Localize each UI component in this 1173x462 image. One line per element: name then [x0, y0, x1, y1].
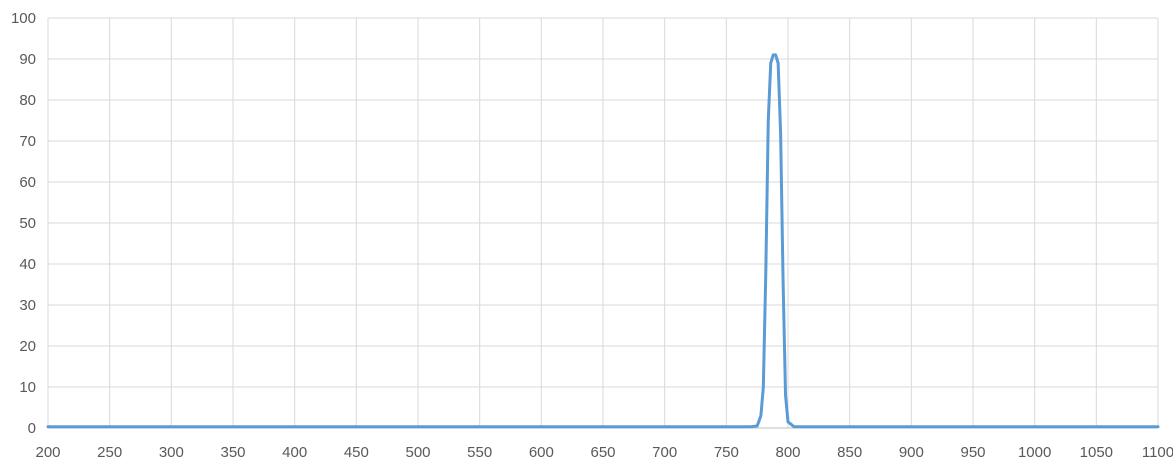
- x-tick-label: 350: [220, 444, 245, 461]
- x-tick-label: 400: [282, 444, 307, 461]
- y-tick-label: 60: [19, 174, 36, 191]
- x-tick-label: 600: [529, 444, 554, 461]
- x-tick-label: 500: [405, 444, 430, 461]
- x-tick-label: 750: [714, 444, 739, 461]
- y-tick-label: 70: [19, 133, 36, 150]
- y-tick-label: 90: [19, 51, 36, 68]
- x-tick-label: 950: [960, 444, 985, 461]
- x-tick-label: 450: [344, 444, 369, 461]
- x-tick-labels: 200 250 300 350 400 450 500 550 600 650 700 750 800 8…: [35, 444, 1173, 461]
- y-tick-label: 40: [19, 256, 36, 273]
- x-tick-label: 850: [837, 444, 862, 461]
- x-tick-label: 1100: [1142, 444, 1173, 461]
- y-tick-label: 20: [19, 338, 36, 355]
- y-tick-label: 30: [19, 297, 36, 314]
- x-tick-label: 550: [467, 444, 492, 461]
- x-tick-label: 700: [652, 444, 677, 461]
- y-tick-label: 80: [19, 92, 36, 109]
- x-tick-label: 250: [97, 444, 122, 461]
- y-tick-label: 50: [19, 215, 36, 232]
- y-tick-labels: 0 10 20 30 40 50 60 70 80 90 100: [11, 10, 36, 437]
- x-tick-label: 1050: [1080, 444, 1113, 461]
- grid: [47, 17, 1159, 428]
- x-tick-label: 300: [159, 444, 184, 461]
- y-tick-label: 0: [28, 420, 36, 437]
- x-tick-label: 1000: [1018, 444, 1051, 461]
- y-tick-label: 10: [19, 379, 36, 396]
- x-tick-label: 800: [775, 444, 800, 461]
- x-tick-label: 650: [590, 444, 615, 461]
- x-tick-label: 200: [35, 444, 60, 461]
- y-tick-label: 100: [11, 10, 36, 27]
- x-tick-label: 900: [899, 444, 924, 461]
- series-layer: [46, 53, 1160, 429]
- series-line: [46, 53, 1160, 429]
